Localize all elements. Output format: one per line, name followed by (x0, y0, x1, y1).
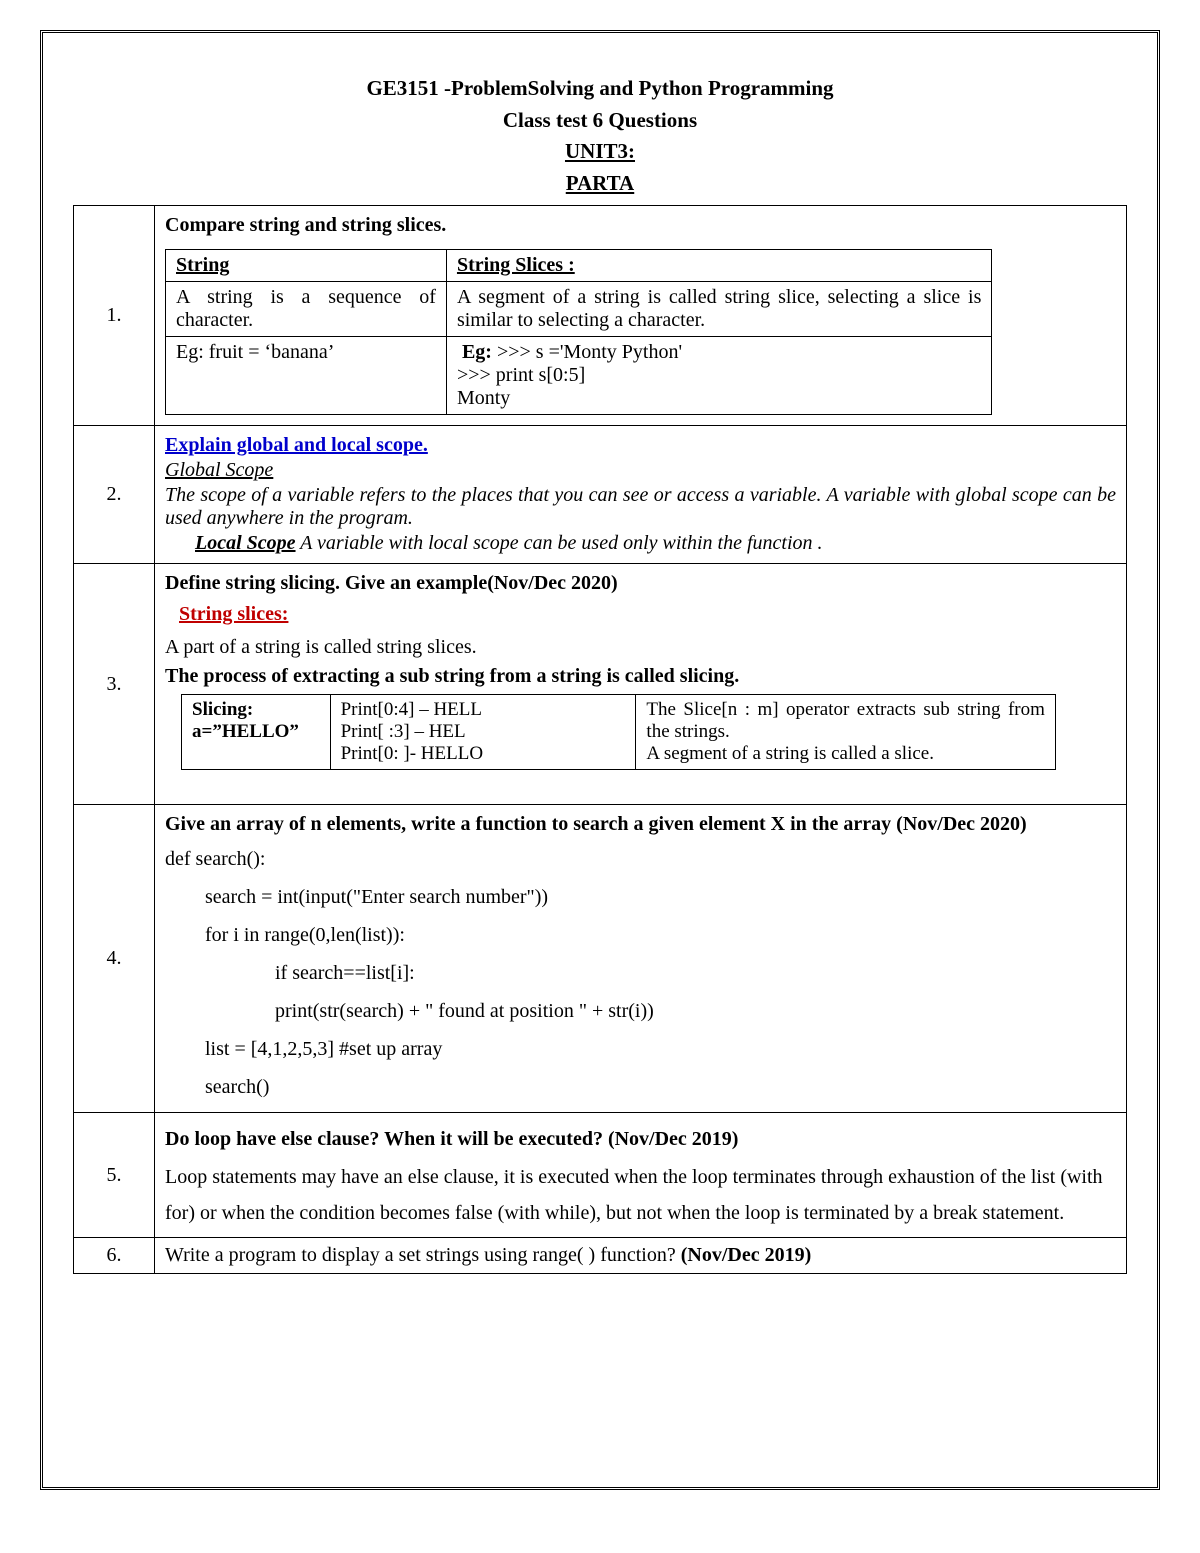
question-text: Write a program to display a set strings… (165, 1244, 681, 1266)
question-cell: Give an array of n elements, write a fun… (155, 805, 1127, 1113)
cell-text: A segment of a string is called string s… (446, 282, 991, 337)
question-cell: Write a program to display a set strings… (155, 1238, 1127, 1274)
question-ref: (Nov/Dec 2019) (681, 1244, 812, 1266)
body-text: Loop statements may have an else clause,… (165, 1159, 1116, 1231)
local-scope-label: Local Scope (195, 532, 296, 554)
col-header: String (176, 254, 229, 276)
table-row: 5. Do loop have else clause? When it wil… (74, 1113, 1127, 1238)
question-title: Define string slicing. Give an example(N… (165, 572, 1116, 595)
question-number: 6. (74, 1238, 155, 1274)
cell-text: The Slice[n : m] operator extracts sub s… (636, 695, 1055, 770)
code-line: print(str(search) + " found at position … (165, 992, 1116, 1030)
code-text: Monty (457, 387, 510, 409)
page: GE3151 -ProblemSolving and Python Progra… (0, 0, 1200, 1553)
table-row: 1. Compare string and string slices. Str… (74, 206, 1127, 426)
question-title: Compare string and string slices. (165, 214, 1116, 237)
cell-text: A string is a sequence of character. (166, 282, 447, 337)
question-number: 3. (74, 564, 155, 805)
table-row: 6. Write a program to display a set stri… (74, 1238, 1127, 1274)
table-row: 2. Explain global and local scope. Globa… (74, 426, 1127, 564)
body-text: The process of extracting a sub string f… (165, 665, 1116, 688)
question-cell: Do loop have else clause? When it will b… (155, 1113, 1127, 1238)
part-label: PARTA (566, 171, 634, 195)
question-title: Do loop have else clause? When it will b… (165, 1121, 1116, 1157)
question-cell: Define string slicing. Give an example(N… (155, 564, 1127, 805)
string-slices-heading: String slices: (179, 603, 288, 625)
local-scope-text: A variable with local scope can be used … (296, 532, 823, 554)
explain-text: A segment of a string is called a slice. (646, 743, 934, 764)
table-row: 3. Define string slicing. Give an exampl… (74, 564, 1127, 805)
question-cell: Explain global and local scope. Global S… (155, 426, 1127, 564)
cell-text: Eg: fruit = ‘banana’ (166, 337, 447, 415)
code-line: if search==list[i]: (165, 954, 1116, 992)
comparison-table: String String Slices : A string is a seq… (165, 249, 992, 415)
course-title: GE3151 -ProblemSolving and Python Progra… (73, 73, 1127, 105)
slicing-table: Slicing: a=”HELLO” Print[0:4] – HELL Pri… (181, 694, 1056, 770)
question-number: 5. (74, 1113, 155, 1238)
unit-label: UNIT3: (565, 139, 635, 163)
body-text: A part of a string is called string slic… (165, 636, 1116, 659)
cell-text: Print[0:4] – HELL Print[ :3] – HEL Print… (330, 695, 636, 770)
table-row: 4. Give an array of n elements, write a … (74, 805, 1127, 1113)
code-line: def search(): (165, 848, 266, 870)
code-text: >>> s ='Monty Python' (497, 341, 682, 363)
global-scope-text: The scope of a variable refers to the pl… (165, 484, 1116, 530)
question-number: 4. (74, 805, 155, 1113)
question-title: Give an array of n elements, write a fun… (165, 813, 1116, 836)
code-line: search() (165, 1068, 1116, 1106)
col-header: String Slices : (457, 254, 575, 276)
cell-text: Slicing: a=”HELLO” (182, 695, 331, 770)
code-text: >>> print s[0:5] (457, 364, 585, 386)
answer-text: Loop statements may have an else clause,… (165, 1166, 1103, 1224)
code-text: Print[0: ]- HELLO (341, 743, 483, 764)
question-cell: Compare string and string slices. String… (155, 206, 1127, 426)
explain-text: The Slice[n : m] operator extracts sub s… (646, 699, 1044, 742)
document-frame: GE3151 -ProblemSolving and Python Progra… (40, 30, 1160, 1490)
cell-text: Eg: >>> s ='Monty Python' >>> print s[0:… (446, 337, 991, 415)
code-line: for i in range(0,len(list)): (165, 916, 1116, 954)
question-title-link: Explain global and local scope. (165, 434, 428, 456)
code-line: search = int(input("Enter search number"… (165, 878, 1116, 916)
global-scope-label: Global Scope (165, 459, 273, 481)
document-header: GE3151 -ProblemSolving and Python Progra… (73, 73, 1127, 199)
eg-label: Eg: (462, 341, 492, 363)
code-text: Print[ :3] – HEL (341, 721, 466, 742)
code-text: Print[0:4] – HELL (341, 699, 482, 720)
code-line: list = [4,1,2,5,3] #set up array (165, 1030, 1116, 1068)
slicing-var: a=”HELLO” (192, 721, 299, 742)
questions-table: 1. Compare string and string slices. Str… (73, 205, 1127, 1274)
question-number: 2. (74, 426, 155, 564)
slicing-label: Slicing: (192, 699, 253, 720)
subtitle: Class test 6 Questions (73, 105, 1127, 137)
question-number: 1. (74, 206, 155, 426)
